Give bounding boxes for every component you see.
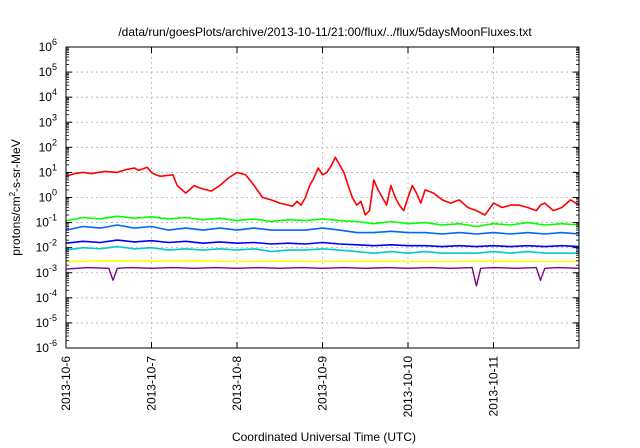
y-tick-label-exp: 5: [52, 62, 57, 72]
y-tick-label: 10-6: [36, 338, 57, 355]
y-tick-label-exp: -2: [49, 238, 57, 248]
y-tick-label-base: 10: [39, 191, 53, 205]
y-tick-label: 105: [39, 62, 57, 79]
series-line-1: [65, 156, 580, 216]
x-axis-label: Coordinated Universal Time (UTC): [232, 430, 416, 444]
y-tick-label-base: 10: [36, 266, 50, 280]
y-tick-label-exp: 4: [52, 87, 57, 97]
x-tick-label: 2013-10-11: [487, 356, 501, 417]
y-tick-label-exp: -4: [49, 288, 57, 298]
y-axis-label-exp: 2: [8, 191, 17, 196]
series-line-3: [65, 224, 580, 235]
y-tick-label: 100: [39, 188, 57, 205]
x-tick-label: 2013-10-10: [401, 356, 415, 418]
x-tick-label: 2013-10-9: [316, 356, 330, 411]
y-tick-label-exp: 6: [52, 37, 57, 47]
y-tick-label: 10-3: [36, 263, 57, 280]
y-tick-label-base: 10: [36, 241, 50, 255]
series-line-2: [65, 215, 580, 228]
y-tick-label-exp: 2: [52, 137, 57, 147]
y-tick-label: 10-2: [36, 238, 57, 255]
y-tick-label: 10-4: [36, 288, 57, 305]
y-tick-label: 10-5: [36, 313, 57, 330]
x-tick-label: 2013-10-7: [145, 356, 159, 411]
y-tick-label-exp: -1: [49, 213, 57, 223]
y-tick-label-base: 10: [39, 90, 53, 104]
y-axis-label-rest: -s-sr-MeV: [9, 139, 23, 192]
chart-title: /data/run/goesPlots/archive/2013-10-11/2…: [118, 25, 532, 39]
y-tick-label-exp: 0: [52, 188, 57, 198]
y-tick-label-base: 10: [39, 140, 53, 154]
x-tick-labels: 2013-10-6 2013-10-7 2013-10-8 2013-10-9 2013…: [59, 356, 501, 418]
y-tick-label-base: 10: [39, 165, 53, 179]
series-line-4: [65, 239, 580, 248]
y-tick-label-base: 10: [39, 65, 53, 79]
y-axis-label: protons/cm2-s-sr-MeV: [8, 139, 23, 255]
series-line-5: [65, 245, 579, 254]
y-tick-label: 102: [39, 137, 57, 154]
y-tick-label: 106: [39, 37, 57, 54]
y-axis-label-base: protons/cm: [9, 196, 23, 255]
axis-ticks: [65, 46, 579, 349]
x-tick-label: 2013-10-6: [59, 356, 73, 411]
data-series: [65, 156, 580, 287]
y-tick-label: 101: [39, 162, 57, 179]
y-tick-label-base: 10: [36, 291, 50, 305]
x-tick-label: 2013-10-8: [230, 356, 244, 411]
y-tick-label-base: 10: [36, 316, 50, 330]
y-tick-label-exp: 3: [52, 112, 57, 122]
y-tick-label-base: 10: [36, 341, 50, 355]
y-tick-label-exp: -3: [49, 263, 57, 273]
y-tick-label-base: 10: [39, 40, 53, 54]
y-tick-label-base: 10: [36, 216, 50, 230]
y-tick-label: 10-1: [36, 213, 57, 230]
y-tick-label-base: 10: [39, 115, 53, 129]
y-tick-label: 103: [39, 112, 57, 129]
y-tick-label: 104: [39, 87, 57, 104]
series-line-7: [65, 266, 580, 287]
y-tick-label-exp: 1: [52, 162, 57, 172]
series-line-6: [65, 259, 579, 263]
y-tick-labels: 10-610-510-410-310-210-11001011021031041…: [36, 37, 57, 355]
y-tick-label-exp: -6: [49, 338, 57, 348]
y-tick-label-exp: -5: [49, 313, 57, 323]
